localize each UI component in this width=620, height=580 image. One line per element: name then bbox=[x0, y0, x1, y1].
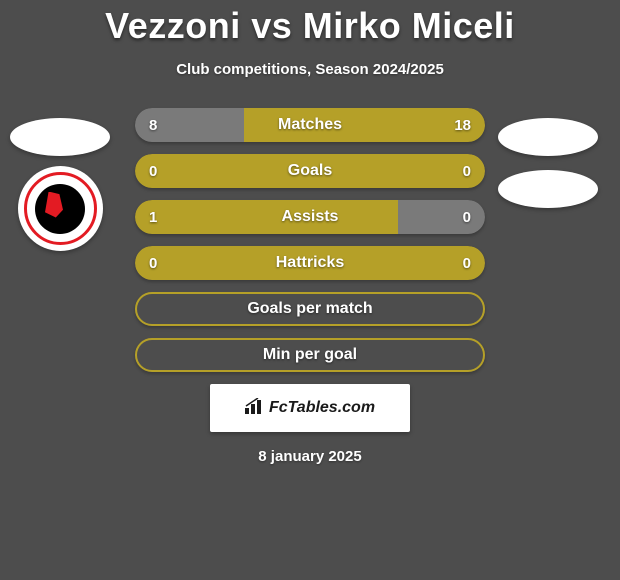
stat-value-left: 8 bbox=[149, 108, 157, 142]
stat-label: Hattricks bbox=[135, 246, 485, 280]
stat-value-right: 18 bbox=[454, 108, 471, 142]
stat-row: Hattricks0 0 bbox=[135, 246, 485, 280]
stat-value-right: 0 bbox=[463, 246, 471, 280]
stat-label: Assists bbox=[135, 200, 485, 234]
stat-row: Assists1 0 bbox=[135, 200, 485, 234]
stat-row: Goals per match bbox=[135, 292, 485, 326]
stat-label: Goals bbox=[135, 154, 485, 188]
stat-label: Matches bbox=[135, 108, 485, 142]
chart-icon bbox=[245, 398, 265, 419]
stat-label: Min per goal bbox=[137, 340, 483, 370]
stat-row: Min per goal bbox=[135, 338, 485, 372]
left-player-badges bbox=[5, 118, 115, 251]
date-label: 8 january 2025 bbox=[0, 448, 620, 465]
left-club-logo-icon bbox=[18, 166, 103, 251]
left-flag-icon bbox=[10, 118, 110, 156]
stat-value-left: 1 bbox=[149, 200, 157, 234]
stat-row: Matches8 18 bbox=[135, 108, 485, 142]
stat-value-right: 0 bbox=[463, 154, 471, 188]
right-club-placeholder-icon bbox=[498, 170, 598, 208]
right-flag-icon bbox=[498, 118, 598, 156]
page-title: Vezzoni vs Mirko Miceli bbox=[0, 5, 620, 47]
stat-value-left: 0 bbox=[149, 246, 157, 280]
right-player-badges bbox=[493, 118, 603, 208]
page-subtitle: Club competitions, Season 2024/2025 bbox=[0, 61, 620, 78]
watermark-text: FcTables.com bbox=[269, 399, 375, 417]
stat-label: Goals per match bbox=[137, 294, 483, 324]
watermark: FcTables.com bbox=[210, 384, 410, 432]
stat-value-right: 0 bbox=[463, 200, 471, 234]
stats-container: Matches818Goals00Assists10Hattricks00Goa… bbox=[135, 108, 485, 372]
stat-value-left: 0 bbox=[149, 154, 157, 188]
stat-row: Goals0 0 bbox=[135, 154, 485, 188]
